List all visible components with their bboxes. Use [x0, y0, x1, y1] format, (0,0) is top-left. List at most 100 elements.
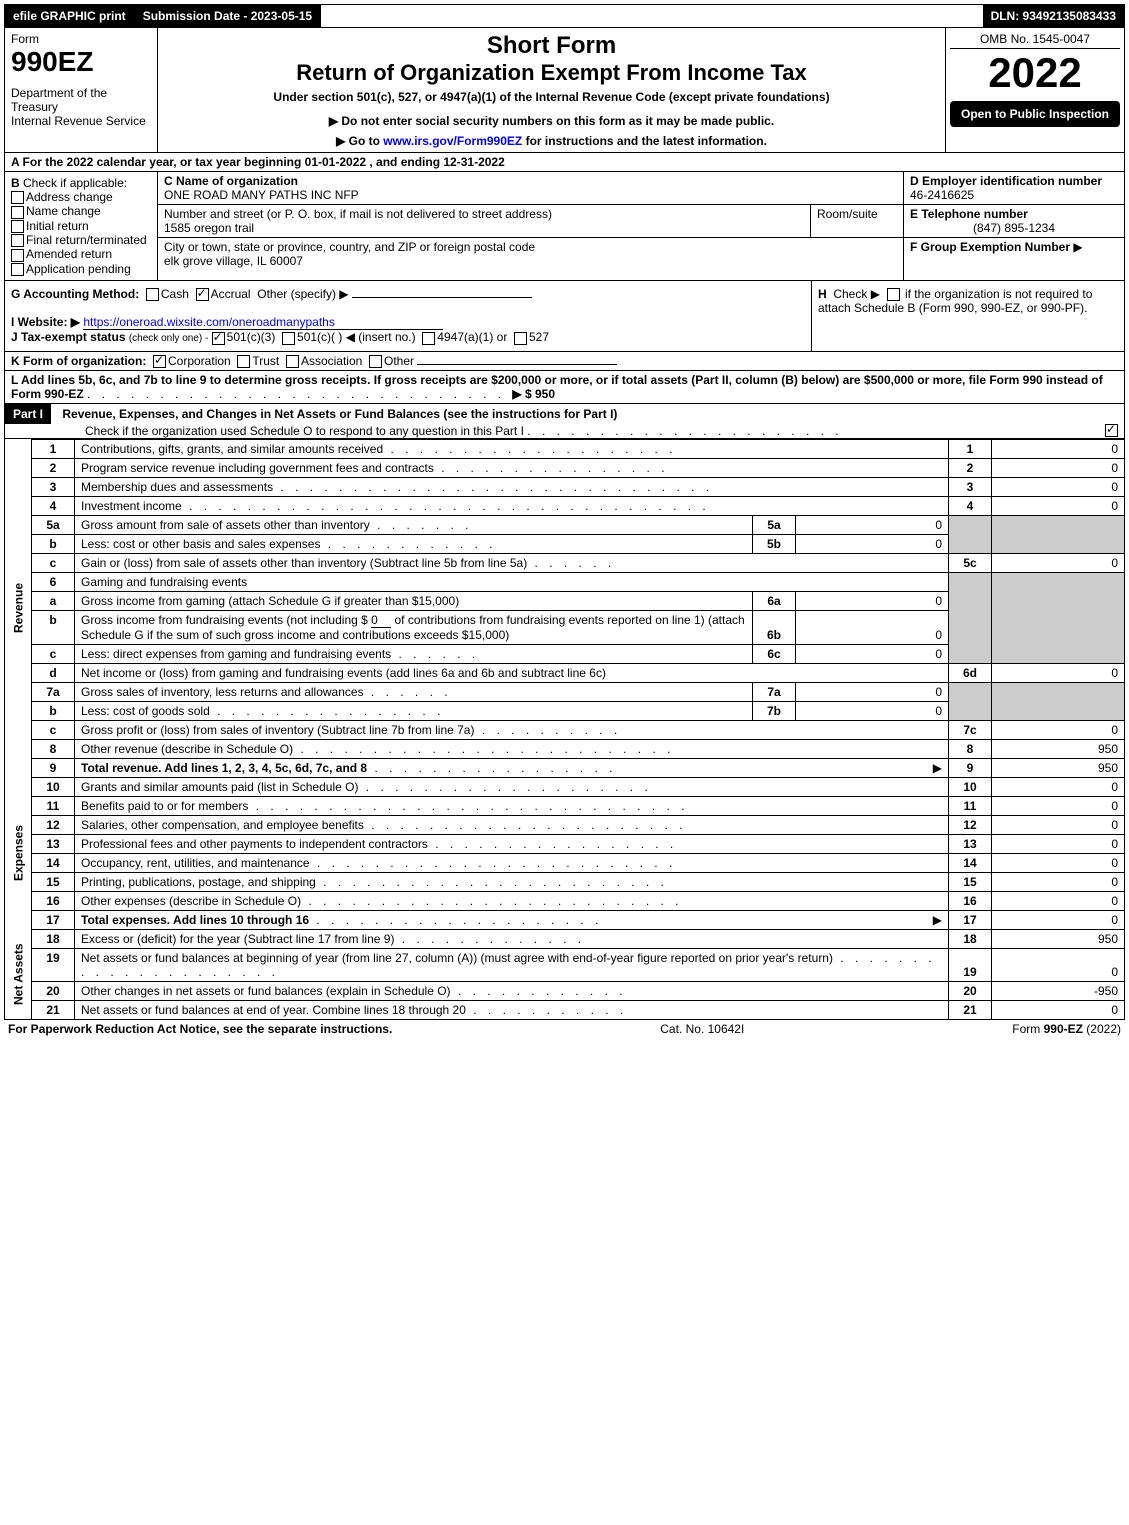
line-14-amount: 0	[992, 853, 1125, 872]
line-4-amount: 0	[992, 496, 1125, 515]
line-16-label: 16	[949, 891, 992, 910]
footer-right: Form 990-EZ (2022)	[1012, 1022, 1121, 1036]
section-f-label: F Group Exemption Number	[910, 240, 1070, 254]
line-2-num: 2	[32, 458, 75, 477]
line-15-text: Printing, publications, postage, and shi…	[81, 875, 316, 889]
line-9-text: Total revenue. Add lines 1, 2, 3, 4, 5c,…	[81, 761, 367, 775]
city-label: City or town, state or province, country…	[164, 240, 535, 254]
line-9-arrow: ▶	[933, 761, 942, 775]
line-6c-sublabel: 6c	[753, 644, 796, 663]
department-label: Department of the Treasury	[11, 86, 151, 114]
501c3-checkbox[interactable]	[212, 332, 225, 345]
schedule-b-checkbox[interactable]	[887, 288, 900, 301]
line-6d-label: 6d	[949, 663, 992, 682]
page-footer: For Paperwork Reduction Act Notice, see …	[4, 1020, 1125, 1038]
footer-left: For Paperwork Reduction Act Notice, see …	[8, 1022, 392, 1036]
association-checkbox[interactable]	[286, 355, 299, 368]
line-6a-subamt: 0	[796, 591, 949, 610]
top-bar: efile GRAPHIC print Submission Date - 20…	[4, 4, 1125, 28]
footer-center: Cat. No. 10642I	[660, 1022, 744, 1036]
line-7c-amount: 0	[992, 720, 1125, 739]
initial-return-checkbox[interactable]	[11, 220, 24, 233]
opt-cash: Cash	[161, 287, 189, 301]
line-13-label: 13	[949, 834, 992, 853]
schedule-o-checkbox[interactable]	[1105, 424, 1118, 437]
warning-text: ▶ Do not enter social security numbers o…	[162, 114, 941, 128]
line-6a-num: a	[32, 591, 75, 610]
efile-label[interactable]: efile GRAPHIC print	[5, 5, 135, 27]
line-18-text: Excess or (deficit) for the year (Subtra…	[81, 932, 394, 946]
accrual-checkbox[interactable]	[196, 288, 209, 301]
opt-initial-return: Initial return	[26, 219, 89, 233]
corporation-checkbox[interactable]	[153, 355, 166, 368]
line-15-amount: 0	[992, 872, 1125, 891]
line-21-amount: 0	[992, 1000, 1125, 1019]
other-checkbox[interactable]	[369, 355, 382, 368]
line-8-num: 8	[32, 739, 75, 758]
opt-association: Association	[301, 354, 362, 368]
form-number: 990EZ	[11, 46, 151, 78]
section-k: K Form of organization: Corporation Trus…	[4, 352, 1125, 371]
line-4-text: Investment income	[81, 499, 182, 513]
line-5b-num: b	[32, 534, 75, 553]
address-change-checkbox[interactable]	[11, 191, 24, 204]
subtitle: Under section 501(c), 527, or 4947(a)(1)…	[162, 90, 941, 104]
line-1-amount: 0	[992, 439, 1125, 458]
line-5c-label: 5c	[949, 553, 992, 572]
opt-application-pending: Application pending	[26, 262, 131, 276]
line-21-num: 21	[32, 1000, 75, 1019]
line-7a-sublabel: 7a	[753, 682, 796, 701]
part-i-header-row: Part I Revenue, Expenses, and Changes in…	[4, 404, 1125, 439]
line-20-label: 20	[949, 981, 992, 1000]
opt-other-specify: Other (specify) ▶	[257, 287, 348, 301]
section-k-label: K Form of organization:	[11, 354, 146, 368]
line-13-num: 13	[32, 834, 75, 853]
line-10-amount: 0	[992, 777, 1125, 796]
form-label: Form	[11, 32, 151, 46]
website-link[interactable]: https://oneroad.wixsite.com/oneroadmanyp…	[83, 315, 443, 330]
501c-checkbox[interactable]	[282, 332, 295, 345]
line-8-amount: 950	[992, 739, 1125, 758]
ein-value: 46-2416625	[910, 188, 974, 202]
instructions-link[interactable]: www.irs.gov/Form990EZ	[383, 134, 522, 148]
line-13-text: Professional fees and other payments to …	[81, 837, 428, 851]
line-14-label: 14	[949, 853, 992, 872]
4947-checkbox[interactable]	[422, 332, 435, 345]
line-17-text: Total expenses. Add lines 10 through 16	[81, 913, 309, 927]
line-11-amount: 0	[992, 796, 1125, 815]
cash-checkbox[interactable]	[146, 288, 159, 301]
trust-checkbox[interactable]	[237, 355, 250, 368]
sections-g-h: G Accounting Method: Cash Accrual Other …	[4, 281, 1125, 352]
line-8-label: 8	[949, 739, 992, 758]
line-5c-num: c	[32, 553, 75, 572]
name-change-checkbox[interactable]	[11, 206, 24, 219]
line-9-label: 9	[949, 758, 992, 777]
opt-501c3: 501(c)(3)	[227, 330, 276, 344]
line-5c-text: Gain or (loss) from sale of assets other…	[81, 556, 527, 570]
line-11-num: 11	[32, 796, 75, 815]
line-7b-sublabel: 7b	[753, 701, 796, 720]
section-c-name-label: C Name of organization	[164, 174, 298, 188]
line-9-num: 9	[32, 758, 75, 777]
section-l: L Add lines 5b, 6c, and 7b to line 9 to …	[4, 371, 1125, 404]
527-checkbox[interactable]	[514, 332, 527, 345]
line-19-label: 19	[949, 948, 992, 981]
application-pending-checkbox[interactable]	[11, 263, 24, 276]
line-4-label: 4	[949, 496, 992, 515]
line-16-text: Other expenses (describe in Schedule O)	[81, 894, 301, 908]
line-7a-num: 7a	[32, 682, 75, 701]
short-form-title: Short Form	[162, 32, 941, 60]
section-j-note: (check only one) -	[129, 333, 208, 344]
line-16-num: 16	[32, 891, 75, 910]
line-5b-sublabel: 5b	[753, 534, 796, 553]
line-17-num: 17	[32, 910, 75, 929]
final-return-checkbox[interactable]	[11, 234, 24, 247]
line-1-label: 1	[949, 439, 992, 458]
amended-return-checkbox[interactable]	[11, 249, 24, 262]
line-6b-num: b	[32, 610, 75, 644]
line-19-text: Net assets or fund balances at beginning…	[81, 951, 833, 965]
line-6b-subamt: 0	[796, 610, 949, 644]
line-9-amount: 950	[992, 758, 1125, 777]
line-18-label: 18	[949, 929, 992, 948]
opt-accrual: Accrual	[211, 287, 251, 301]
